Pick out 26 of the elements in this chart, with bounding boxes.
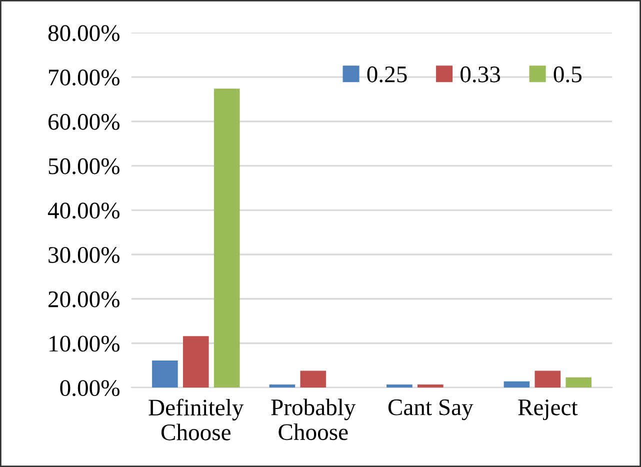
bar: [504, 381, 530, 388]
y-tick-label: 50.00%: [48, 158, 120, 174]
bar: [418, 384, 444, 388]
y-tick-label: 80.00%: [48, 25, 120, 42]
bar: [214, 88, 240, 388]
x-tick-label: Probably Choose: [271, 398, 356, 440]
bar: [386, 384, 412, 388]
bar: [152, 360, 178, 388]
x-tick-label: Cant Say: [388, 399, 474, 420]
legend-label: 0.5: [554, 66, 582, 82]
bar: [566, 377, 592, 388]
bar: [183, 336, 209, 388]
bar: [269, 384, 296, 388]
bar: [534, 370, 561, 388]
x-tick-label: Reject: [518, 399, 578, 420]
y-tick-label: 20.00%: [48, 291, 120, 308]
x-tick-label: Definitely Choose: [148, 398, 244, 440]
y-tick-label: 60.00%: [48, 114, 120, 130]
y-tick-label: 0.00%: [60, 380, 120, 396]
y-tick-label: 10.00%: [50, 336, 120, 352]
y-tick-label: 40.00%: [48, 202, 120, 219]
legend-label: 0.33: [460, 66, 500, 82]
y-tick-label: 70.00%: [49, 70, 120, 86]
bar: [300, 370, 326, 388]
legend-label: 0.25: [367, 66, 407, 82]
y-tick-label: 30.00%: [48, 247, 120, 264]
